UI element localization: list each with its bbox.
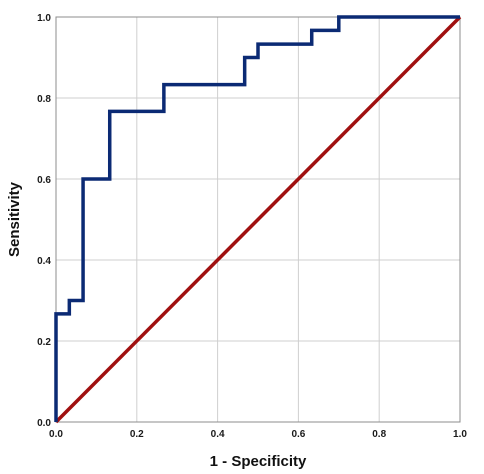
y-tick-label: 0.0 [37,418,51,429]
x-axis-title: 1 - Specificity [210,453,307,470]
x-tick-label: 0.2 [130,429,144,440]
reference-diagonal-line [54,15,462,424]
plot-area-frame [55,16,461,423]
y-tick-label: 0.4 [37,256,51,267]
series-layer [54,15,462,424]
y-tick-label: 0.6 [37,175,51,186]
y-tick-labels: 0.0 0.2 0.4 0.6 0.8 1.0 [37,13,51,429]
x-tick-label: 0.0 [49,429,63,440]
x-tick-label: 0.4 [211,429,225,440]
x-tick-labels: 0.0 0.2 0.4 0.6 0.8 1.0 [49,429,467,440]
x-tick-label: 0.8 [372,429,386,440]
x-tick-label: 1.0 [453,429,467,440]
x-tick-label: 0.6 [291,429,305,440]
y-tick-label: 1.0 [37,13,51,24]
roc-curve-line [54,15,460,422]
y-tick-label: 0.2 [37,337,51,348]
y-tick-label: 0.8 [37,94,51,105]
y-axis-title: Sensitivity [6,181,23,257]
